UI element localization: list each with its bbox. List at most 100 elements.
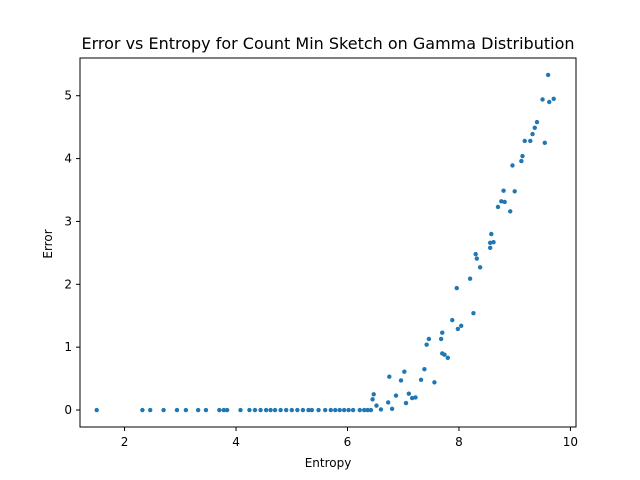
data-point [217, 407, 222, 413]
data-point [501, 188, 506, 193]
data-point [268, 407, 273, 413]
data-point [272, 407, 278, 413]
data-point [422, 366, 427, 372]
data-point [203, 407, 209, 413]
data-point [357, 407, 362, 413]
y-axis-label: Error [41, 229, 55, 258]
data-point [385, 400, 391, 405]
data-point [370, 397, 375, 402]
data-point [341, 407, 347, 413]
data-point [368, 407, 374, 413]
data-point [247, 407, 252, 413]
data-point [389, 406, 395, 411]
data-point [316, 407, 321, 413]
data-point [346, 407, 351, 413]
data-point [148, 407, 153, 413]
data-point [238, 407, 243, 413]
data-point [295, 407, 300, 413]
y-tick-label: 0 [64, 403, 72, 417]
data-point [534, 119, 540, 125]
data-point [519, 158, 524, 164]
data-point [362, 407, 367, 413]
y-axis-ticks: 0 1 2 3 4 5 [64, 89, 80, 417]
data-point [473, 251, 478, 257]
data-point [300, 407, 306, 413]
data-point [450, 317, 455, 323]
data-point [440, 330, 445, 335]
data-point [94, 407, 99, 413]
data-point [409, 395, 415, 401]
data-point [445, 355, 451, 361]
data-point [489, 231, 494, 237]
data-point [495, 204, 501, 210]
data-point [378, 407, 384, 412]
data-point [195, 407, 201, 413]
data-point [309, 407, 315, 413]
data-point [487, 240, 493, 246]
data-point [221, 407, 226, 413]
axes-frame [79, 57, 577, 428]
data-point [442, 352, 447, 357]
data-point [474, 256, 479, 261]
data-point [402, 369, 407, 374]
data-point [289, 407, 294, 413]
data-point [528, 138, 533, 144]
data-point [520, 153, 525, 159]
x-axis-ticks: 2 4 6 8 10 [121, 427, 578, 449]
chart-title: Error vs Entropy for Count Min Sketch on… [81, 34, 574, 53]
data-point [455, 326, 461, 332]
y-tick-label: 5 [64, 89, 72, 103]
data-point [508, 209, 513, 214]
data-point [502, 199, 507, 205]
data-point [306, 407, 311, 413]
data-point [406, 391, 412, 396]
data-point [551, 96, 556, 102]
data-point [522, 138, 527, 144]
data-point [350, 407, 356, 413]
x-tick-label: 10 [563, 435, 578, 449]
x-tick-label: 4 [232, 435, 240, 449]
data-point [263, 407, 269, 413]
data-point [278, 407, 283, 413]
data-point [183, 407, 189, 413]
data-point [532, 125, 537, 130]
data-point [333, 407, 338, 413]
x-axis-label: Entropy [305, 456, 352, 470]
data-point [424, 342, 429, 347]
scatter-points [94, 72, 556, 413]
data-point [491, 239, 496, 245]
data-point [499, 199, 504, 204]
data-point [454, 285, 459, 291]
x-tick-label: 8 [455, 435, 463, 449]
data-point [365, 407, 370, 413]
data-point [374, 403, 379, 408]
data-point [413, 395, 418, 400]
data-point [471, 311, 476, 316]
data-point [426, 336, 432, 342]
data-point [337, 407, 342, 413]
data-point [161, 407, 166, 413]
x-tick-label: 2 [121, 435, 129, 449]
data-point [393, 393, 399, 398]
data-point [418, 377, 424, 383]
data-point [547, 99, 552, 105]
data-point [545, 72, 551, 78]
data-point [371, 392, 376, 397]
y-tick-label: 3 [64, 214, 72, 228]
data-point [540, 97, 545, 102]
y-tick-label: 2 [64, 277, 72, 291]
data-point [542, 140, 547, 146]
data-point [510, 163, 515, 168]
data-point [487, 245, 493, 251]
plot-area: 2 4 6 8 10 0 1 2 3 4 5 [64, 57, 578, 449]
y-tick-label: 1 [64, 340, 72, 354]
data-point [459, 323, 464, 328]
data-point [284, 407, 289, 413]
data-point [477, 265, 483, 270]
data-point [403, 400, 409, 406]
data-point [174, 407, 180, 413]
data-point [398, 378, 404, 383]
data-point [387, 374, 392, 379]
